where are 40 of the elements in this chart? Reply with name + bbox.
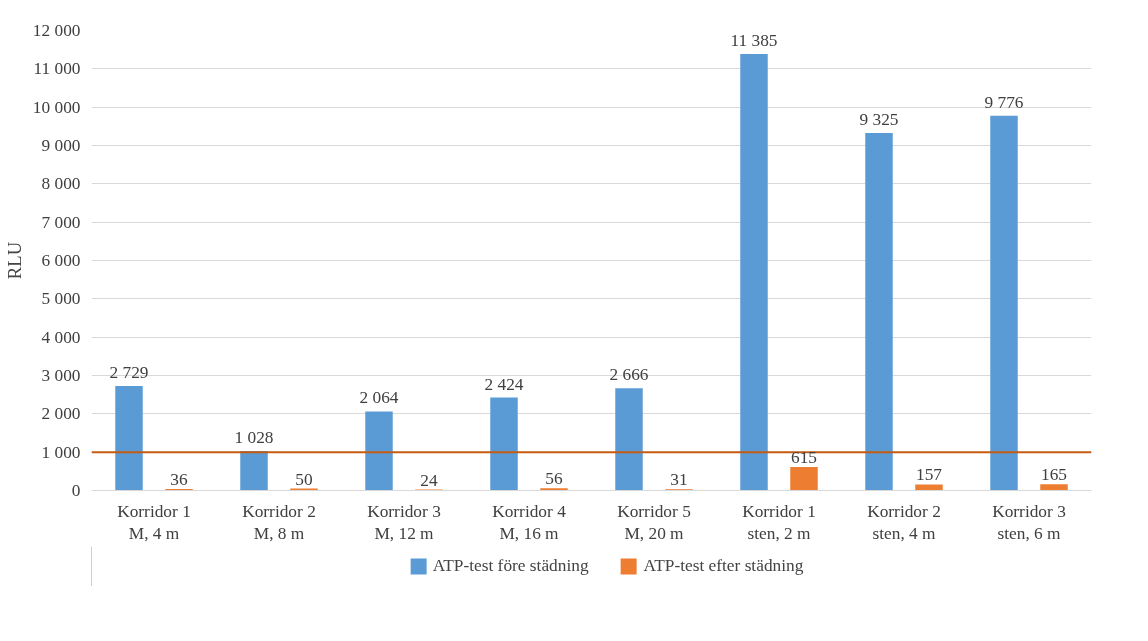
x-tick-label: Korridor 3 sten, 6 m [992, 501, 1066, 544]
x-tick-label: Korridor 2 sten, 4 m [867, 501, 941, 544]
data-label: 11 385 [730, 31, 778, 51]
data-label: 1 028 [234, 428, 274, 448]
data-label: 157 [916, 465, 943, 485]
y-tick-label: 10 000 [32, 97, 81, 117]
y-tick-label: 6 000 [41, 251, 81, 270]
data-label: 36 [170, 470, 188, 490]
data-label: 31 [670, 470, 688, 490]
y-tick-label: 7 000 [41, 212, 81, 232]
x-tick-label: Korridor 1 M, 4 m [117, 501, 191, 544]
x-tick-label: Korridor 1 sten, 2 m [742, 501, 816, 544]
data-label: 50 [295, 469, 313, 489]
y-axis-title: RLU [3, 241, 25, 280]
y-tick-label: 4 000 [41, 327, 81, 347]
data-label: 165 [1041, 465, 1067, 485]
y-tick-label: 9 000 [41, 136, 81, 155]
x-tick-label: Korridor 5 M, 20 m [617, 501, 691, 544]
y-tick-label: 8 000 [41, 174, 81, 194]
data-label: 2 064 [359, 388, 399, 408]
data-label: 615 [791, 447, 817, 467]
data-label: 2 666 [609, 365, 649, 385]
data-label: 9 776 [984, 92, 1024, 112]
data-label: 24 [420, 470, 438, 490]
y-tick-label: 2 000 [41, 404, 81, 424]
legend-label: ATP-test efter städning [643, 556, 804, 576]
y-tick-label: 1 000 [41, 442, 81, 462]
y-tick-label: 0 [71, 481, 81, 500]
y-tick-label: 11 000 [33, 59, 81, 79]
y-tick-label: 5 000 [41, 289, 81, 309]
x-tick-label: Korridor 2 M, 8 m [242, 501, 316, 544]
y-tick-label: 12 000 [32, 21, 81, 40]
data-label: 9 325 [859, 110, 899, 130]
x-tick-label: Korridor 4 M, 16 m [492, 501, 567, 544]
y-tick-label: 3 000 [41, 366, 81, 385]
data-label: 56 [545, 469, 563, 489]
x-tick-label: Korridor 3 M, 12 m [367, 501, 441, 544]
data-label: 2 729 [109, 362, 149, 382]
legend-label: ATP-test före städning [432, 556, 589, 576]
data-label: 2 424 [484, 374, 524, 394]
